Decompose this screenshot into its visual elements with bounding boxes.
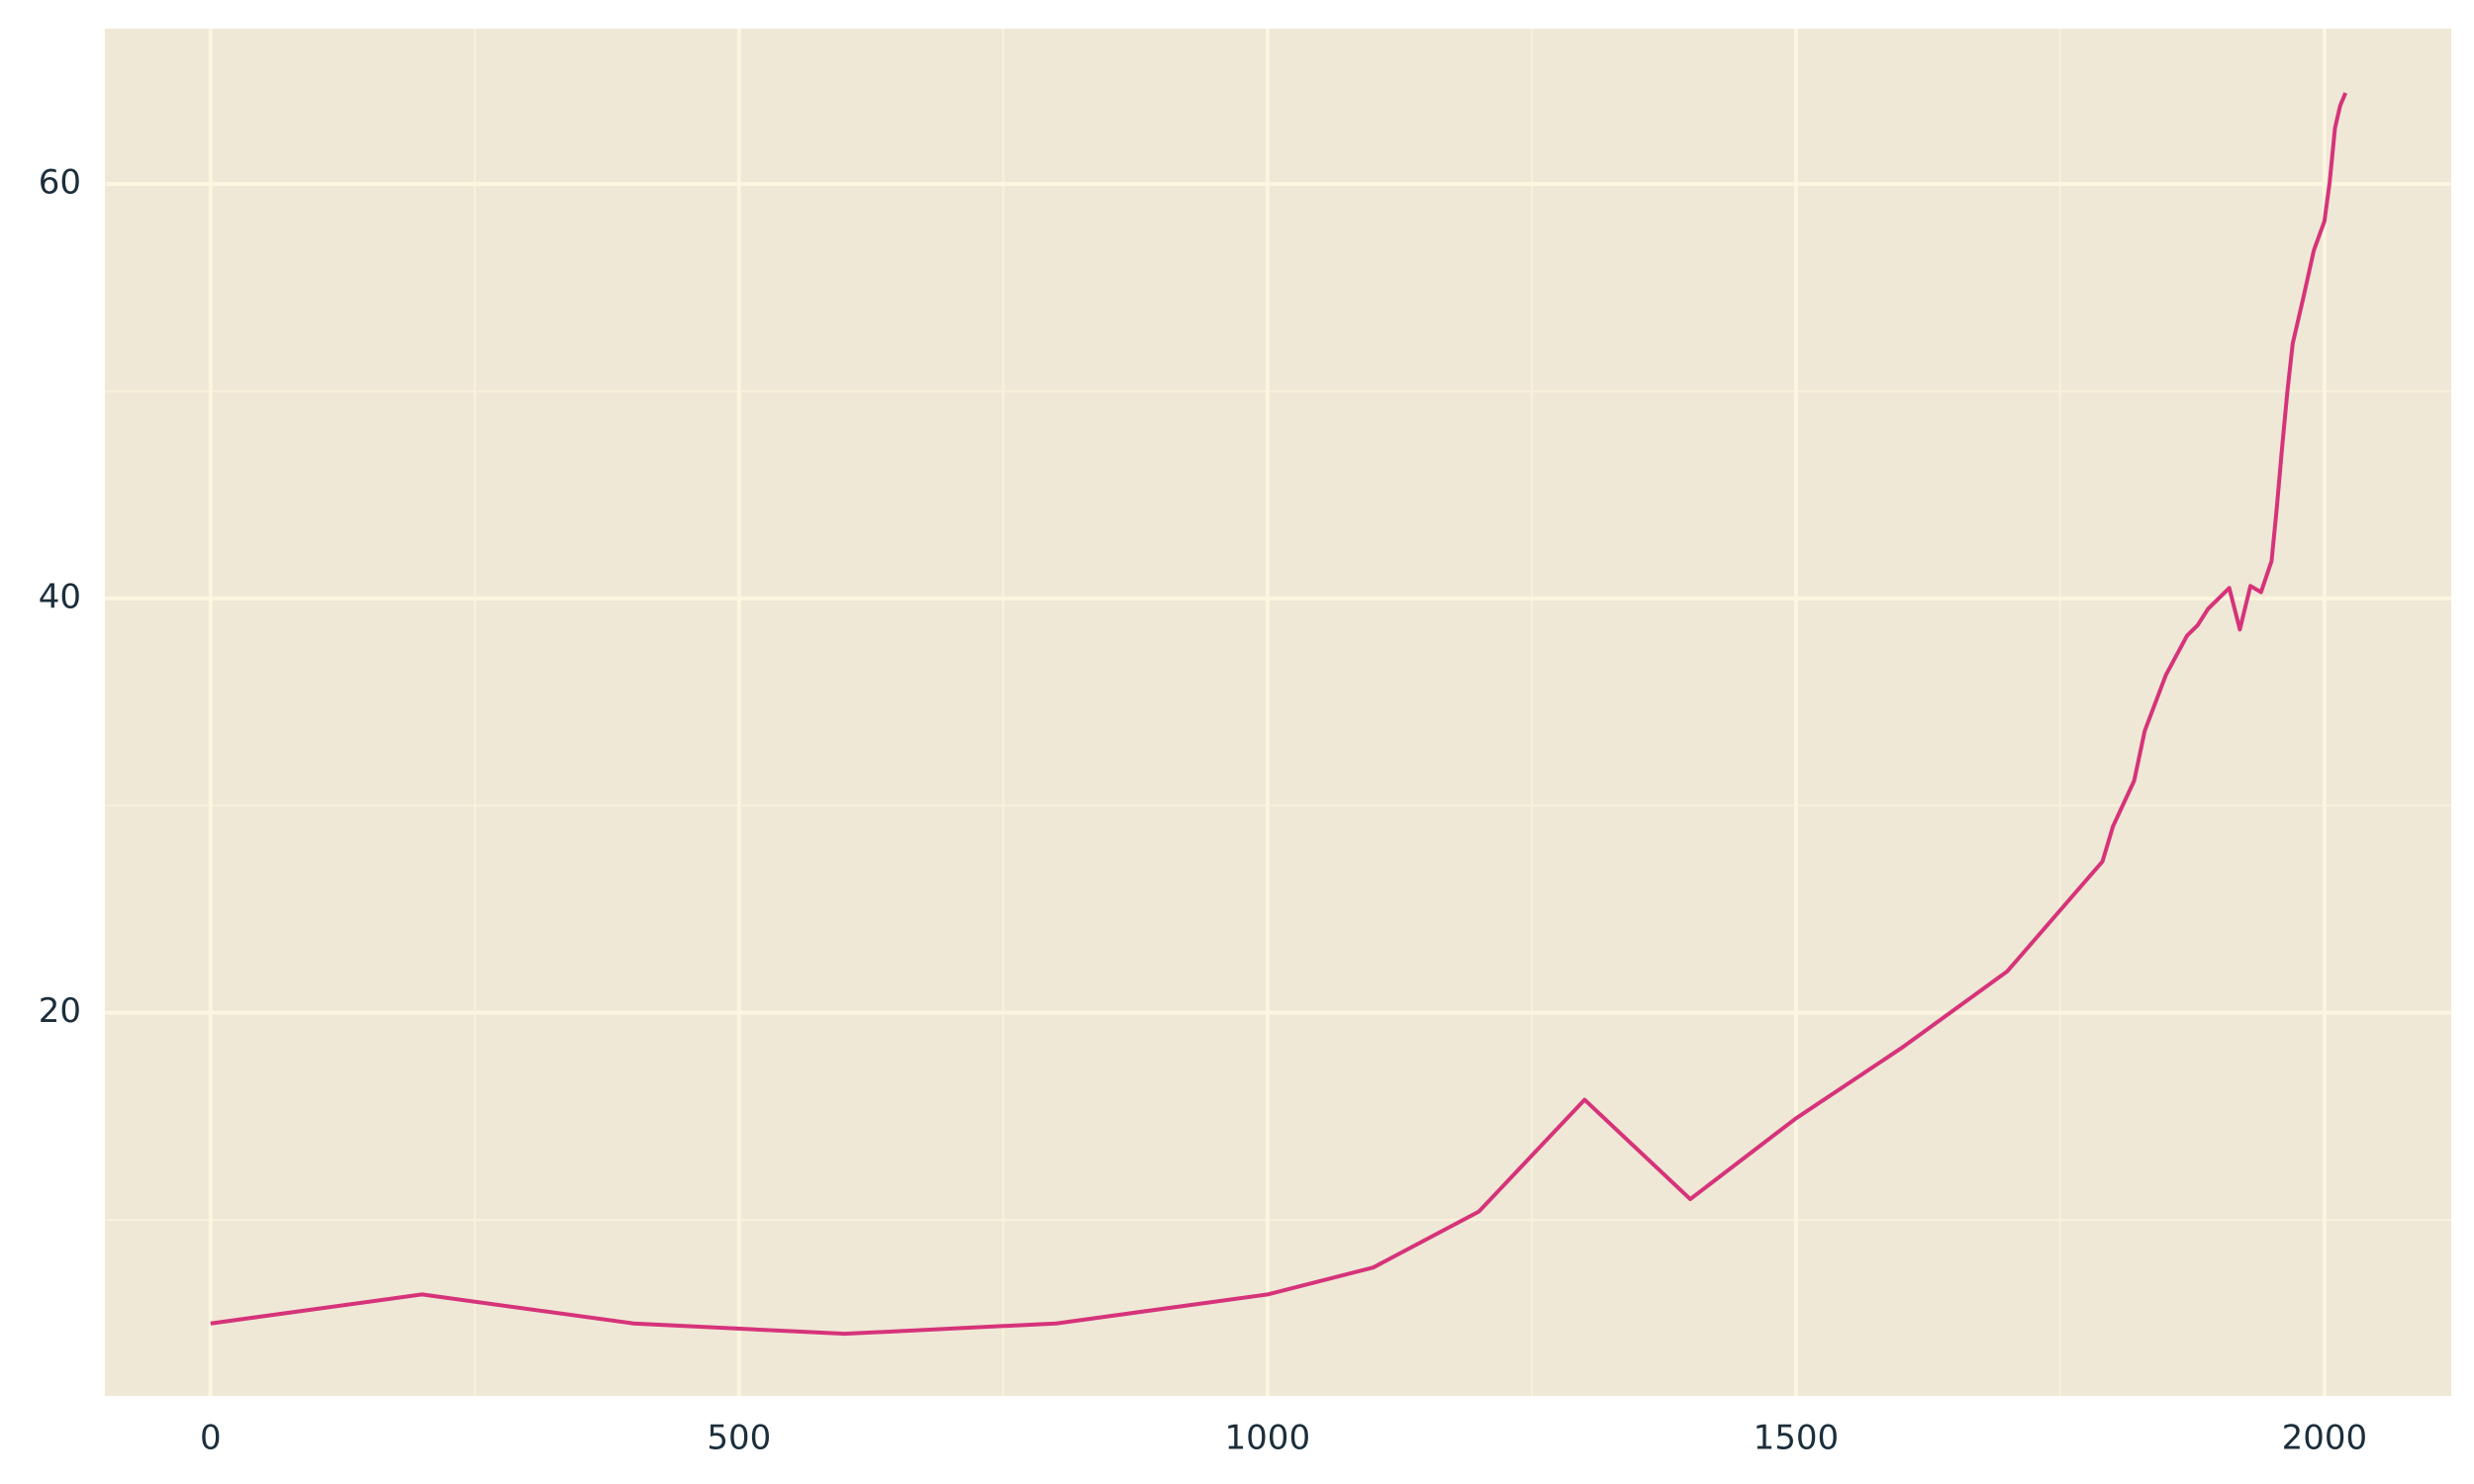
- x-tick-label: 1500: [1754, 1419, 1840, 1458]
- x-tick-label: 500: [707, 1419, 771, 1458]
- line: [210, 92, 2348, 1337]
- x-tick-label: 2000: [2282, 1419, 2368, 1458]
- y-tick-label: 40: [39, 577, 81, 616]
- x-tick-label: 0: [200, 1419, 222, 1458]
- x-tick-label: 1000: [1225, 1419, 1311, 1458]
- y-tick-label: 20: [39, 991, 81, 1031]
- plot-area: [105, 29, 2451, 1396]
- y-tick-label: 60: [39, 163, 81, 203]
